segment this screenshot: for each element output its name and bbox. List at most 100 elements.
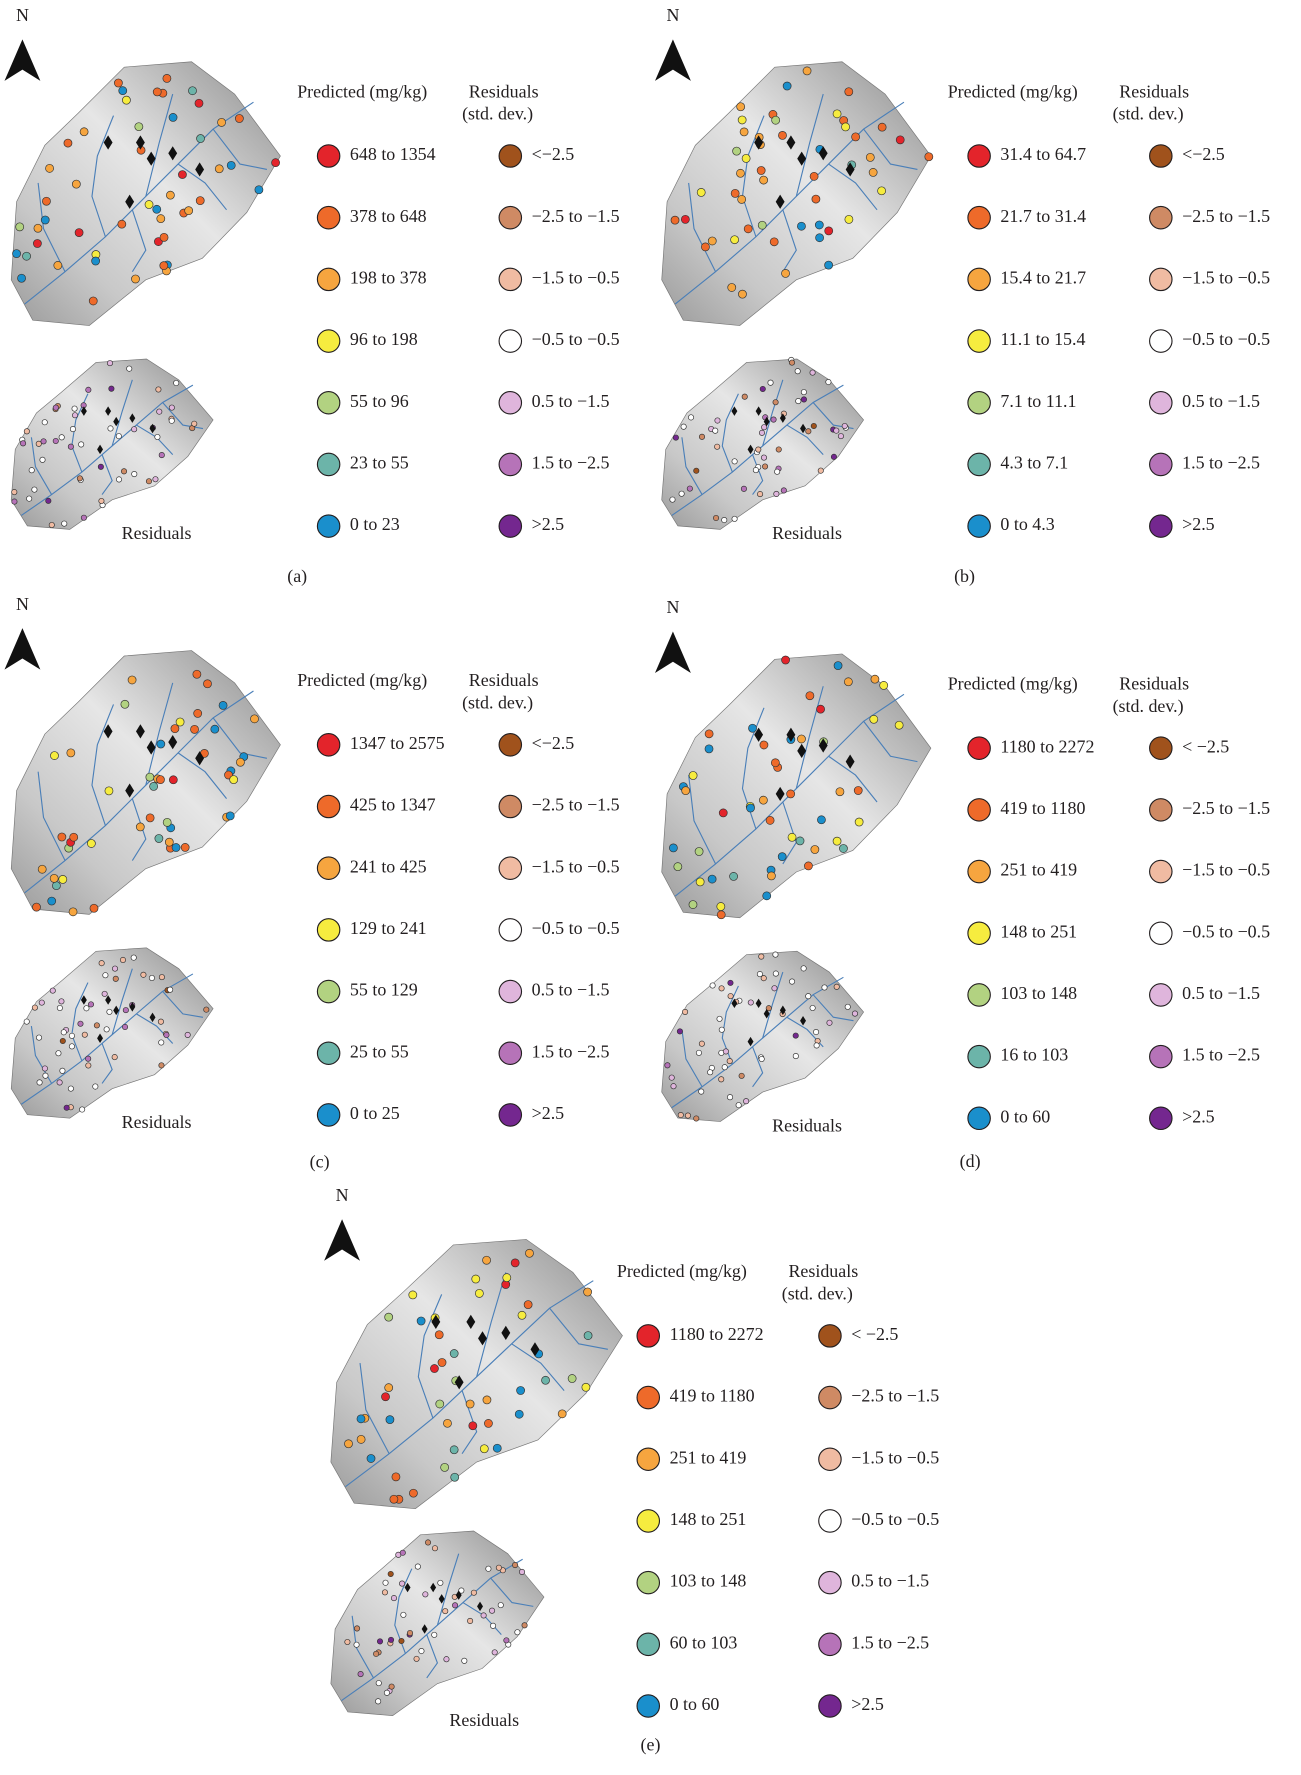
sample-point bbox=[705, 730, 713, 738]
sample-point bbox=[696, 1050, 701, 1055]
predicted-range: 648 to 1354 bbox=[350, 144, 436, 164]
sample-point bbox=[688, 415, 693, 420]
sample-point bbox=[773, 971, 778, 976]
legend-swatch bbox=[819, 1325, 841, 1347]
sample-point bbox=[67, 749, 75, 757]
sample-point bbox=[24, 1019, 29, 1024]
residual-range: −2.5 to −1.5 bbox=[851, 1386, 939, 1406]
residual-range: >2.5 bbox=[851, 1694, 884, 1714]
sample-point bbox=[756, 447, 761, 452]
sample-point bbox=[382, 1393, 390, 1401]
sample-point bbox=[722, 1065, 727, 1070]
predicted-range: 148 to 251 bbox=[1000, 921, 1077, 941]
map-panel: NResidualsPredicted (mg/kg)Residuals(std… bbox=[655, 597, 1270, 1172]
residuals-title: (std. dev.) bbox=[462, 693, 533, 714]
sample-point bbox=[710, 983, 715, 988]
sample-point bbox=[797, 735, 805, 743]
sample-point bbox=[197, 135, 205, 143]
sample-point bbox=[46, 498, 51, 503]
sample-point bbox=[466, 1400, 474, 1408]
sample-point bbox=[713, 515, 718, 520]
sample-point bbox=[384, 1690, 389, 1695]
legend-swatch bbox=[819, 1571, 841, 1593]
legend-swatch bbox=[968, 453, 990, 475]
predicted-range: 16 to 103 bbox=[1000, 1045, 1068, 1065]
predicted-range: 0 to 25 bbox=[350, 1103, 400, 1123]
sample-point bbox=[793, 1053, 798, 1058]
sample-point bbox=[42, 1066, 47, 1071]
predicted-range: 25 to 55 bbox=[350, 1041, 409, 1061]
sample-point bbox=[169, 776, 177, 784]
predicted-range: 378 to 648 bbox=[350, 206, 427, 226]
sample-point bbox=[121, 469, 126, 474]
legend-swatch bbox=[968, 1045, 990, 1067]
sample-point bbox=[522, 1623, 527, 1628]
predicted-range: 241 to 425 bbox=[350, 856, 427, 876]
residuals-title: Residuals bbox=[788, 1261, 858, 1281]
sample-point bbox=[93, 1084, 98, 1089]
sample-point bbox=[767, 872, 775, 880]
sample-point bbox=[801, 389, 806, 394]
legend-swatch bbox=[317, 857, 339, 879]
predicted-range: 1180 to 2272 bbox=[670, 1324, 764, 1344]
sample-point bbox=[107, 1009, 112, 1014]
sample-point bbox=[669, 844, 677, 852]
sample-point bbox=[218, 118, 226, 126]
sample-point bbox=[399, 1581, 404, 1586]
sample-point bbox=[568, 1375, 576, 1383]
sample-point bbox=[838, 433, 843, 438]
sample-point bbox=[806, 429, 811, 434]
sample-point bbox=[32, 487, 37, 492]
sample-point bbox=[389, 1684, 394, 1689]
residual-range: 0.5 to −1.5 bbox=[851, 1571, 929, 1591]
sample-point bbox=[699, 1041, 704, 1046]
legend-swatch bbox=[637, 1510, 659, 1532]
sample-point bbox=[739, 1073, 744, 1078]
sample-point bbox=[759, 954, 764, 959]
sample-point bbox=[88, 1002, 93, 1007]
map-panel: NResidualsPredicted (mg/kg)Residuals(std… bbox=[4, 5, 619, 587]
legend-swatch bbox=[499, 734, 521, 756]
sample-point bbox=[156, 776, 164, 784]
legend-swatch bbox=[968, 737, 990, 759]
sample-point bbox=[415, 1564, 420, 1569]
sample-point bbox=[116, 433, 121, 438]
legend-swatch bbox=[317, 453, 339, 475]
legend-swatch bbox=[317, 145, 339, 167]
sample-point bbox=[441, 1463, 449, 1471]
sample-point bbox=[746, 804, 754, 812]
residual-range: −0.5 to −0.5 bbox=[1182, 329, 1270, 349]
sample-point bbox=[723, 1049, 728, 1054]
sample-point bbox=[699, 434, 704, 439]
predicted-range: 129 to 241 bbox=[350, 918, 427, 938]
sample-point bbox=[845, 88, 853, 96]
sample-point bbox=[895, 721, 903, 729]
sample-point bbox=[542, 1376, 550, 1384]
sample-point bbox=[515, 1410, 523, 1418]
predicted-range: 251 to 419 bbox=[670, 1447, 747, 1467]
legend-swatch bbox=[1150, 984, 1172, 1006]
figure: NResidualsPredicted (mg/kg)Residuals(std… bbox=[0, 0, 1301, 1770]
sample-point bbox=[827, 1020, 832, 1025]
sample-point bbox=[519, 1569, 524, 1574]
predicted-range: 103 to 148 bbox=[1000, 983, 1077, 1003]
sample-point bbox=[113, 976, 118, 981]
sample-point bbox=[813, 1029, 818, 1034]
residuals-title: Residuals bbox=[469, 81, 539, 101]
sample-point bbox=[815, 221, 823, 229]
sample-point bbox=[29, 468, 34, 473]
sample-point bbox=[59, 999, 64, 1004]
sample-point bbox=[766, 816, 774, 824]
sample-point bbox=[99, 498, 104, 503]
sample-point bbox=[789, 360, 794, 365]
sample-point bbox=[354, 1626, 359, 1631]
sample-point bbox=[665, 1063, 670, 1068]
predicted-range: 0 to 4.3 bbox=[1000, 514, 1054, 534]
sample-point bbox=[833, 837, 841, 845]
residual-range: 0.5 to −1.5 bbox=[532, 391, 610, 411]
panel-label: (e) bbox=[641, 1734, 661, 1755]
sample-point bbox=[163, 74, 171, 82]
sample-point bbox=[13, 250, 21, 258]
sample-point bbox=[38, 865, 46, 873]
sample-point bbox=[743, 1098, 748, 1103]
